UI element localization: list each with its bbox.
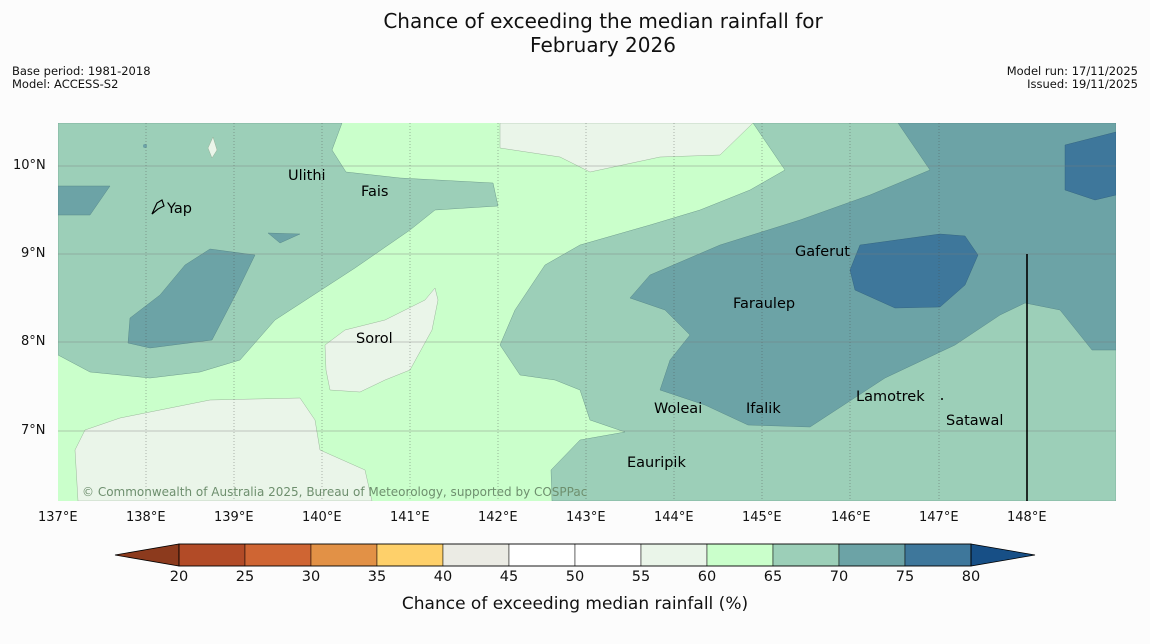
colorbar-tick: 45 (499, 569, 519, 585)
copyright-text: © Commonwealth of Australia 2025, Bureau… (82, 485, 587, 499)
colorbar-tick: 75 (895, 569, 915, 585)
lat-tick-10n: 10°N (13, 158, 46, 173)
lon-tick-139e: 139°E (214, 510, 254, 525)
colorbar-bin (508, 543, 576, 567)
band-55-60-southwest (74, 397, 373, 501)
place-label-eauripik: Eauripik (627, 455, 686, 471)
yap-island-outline (151, 199, 165, 215)
lon-tick-148e: 148°E (1007, 510, 1047, 525)
colorbar-tick: 55 (631, 569, 651, 585)
colorbar-tick: 80 (961, 569, 981, 585)
model-run-text: Model run: 17/11/2025 (1006, 64, 1138, 78)
band-70-75-small-patch (267, 232, 301, 244)
colorbar-bin (376, 543, 444, 567)
colorbar-tick: 25 (235, 569, 255, 585)
place-label-yap: Yap (166, 201, 192, 217)
colorbar-tick: 50 (565, 569, 585, 585)
lon-tick-144e: 144°E (654, 510, 694, 525)
lon-tick-146e: 146°E (831, 510, 871, 525)
lon-tick-147e: 147°E (919, 510, 959, 525)
colorbar-over-arrow (970, 543, 1036, 567)
colorbar-bin (574, 543, 642, 567)
lon-tick-138e: 138°E (126, 510, 166, 525)
place-label-woleai: Woleai (654, 401, 702, 417)
colorbar-tick: 20 (169, 569, 189, 585)
colorbar-bin (244, 543, 312, 567)
model-name-text: Model: ACCESS-S2 (12, 77, 119, 91)
colorbar-tick: 30 (301, 569, 321, 585)
island-patch (207, 136, 218, 159)
colorbar-tick: 35 (367, 569, 387, 585)
lon-tick-145e: 145°E (742, 510, 782, 525)
colorbar (114, 543, 1036, 567)
colorbar-bin (178, 543, 246, 567)
map-title-line-2: February 2026 (530, 33, 676, 57)
place-label-ulithi: Ulithi (288, 168, 326, 184)
place-label-lamotrek: Lamotrek (856, 389, 925, 405)
colorbar-bin (772, 543, 840, 567)
lon-tick-142e: 142°E (478, 510, 518, 525)
place-label-gaferut: Gaferut (795, 244, 850, 260)
island-dot (143, 144, 147, 148)
colorbar-tick: 40 (433, 569, 453, 585)
band-70-75-west (127, 248, 256, 349)
lat-tick-8n: 8°N (21, 334, 46, 349)
band-75-80-central (849, 233, 979, 309)
colorbar-bin (442, 543, 510, 567)
colorbar-tick: 60 (697, 569, 717, 585)
colorbar-bin (904, 543, 972, 567)
issued-date-text: Issued: 19/11/2025 (1027, 77, 1138, 91)
lat-tick-9n: 9°N (21, 246, 46, 261)
place-label-sorol: Sorol (356, 331, 393, 347)
place-label-faraulep: Faraulep (733, 296, 795, 312)
lon-tick-141e: 141°E (390, 510, 430, 525)
colorbar-title: Chance of exceeding median rainfall (%) (401, 594, 749, 614)
lon-tick-143e: 143°E (566, 510, 606, 525)
base-period-text: Base period: 1981-2018 (12, 64, 151, 78)
band-70-75-far-west (58, 185, 111, 216)
island-dot-lamotrek-east (941, 398, 943, 400)
colorbar-bin (310, 543, 378, 567)
colorbar-bin (838, 543, 906, 567)
band-55-60-north (499, 123, 754, 173)
lon-tick-140e: 140°E (302, 510, 342, 525)
colorbar-under-arrow (114, 543, 180, 567)
place-label-fais: Fais (361, 184, 388, 200)
colorbar-tick: 70 (829, 569, 849, 585)
colorbar-bin (706, 543, 774, 567)
place-label-satawal: Satawal (946, 413, 1003, 429)
colorbar-tick: 65 (763, 569, 783, 585)
place-label-ifalik: Ifalik (746, 401, 781, 417)
lat-tick-7n: 7°N (21, 423, 46, 438)
lon-tick-137e: 137°E (38, 510, 78, 525)
colorbar-bin (640, 543, 708, 567)
map-title-line-1: Chance of exceeding the median rainfall … (383, 9, 823, 33)
